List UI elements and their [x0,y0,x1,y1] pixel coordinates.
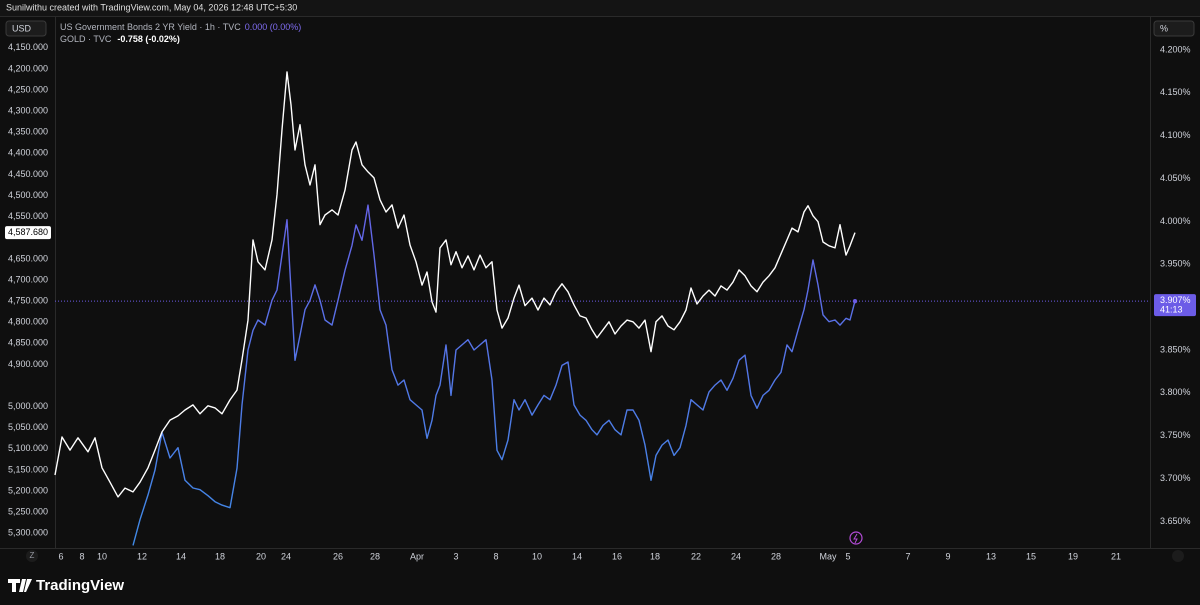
x-tick-label: 28 [370,551,380,561]
y-unit-label: USD [12,23,32,33]
x-tick-label: 3 [453,551,458,561]
x-tick-label: 28 [771,551,781,561]
y-tick-label: 5,000.000 [8,401,48,411]
y-tick-label: 4,450.000 [8,169,48,179]
header-text: Sunilwithu created with TradingView.com,… [6,2,297,12]
x-tick-label: 22 [691,551,701,561]
x-tick-label: 26 [333,551,343,561]
legend-row: GOLD · TVC -0.758 (-0.02%) [60,34,180,44]
logo: TradingView [8,577,124,594]
top-bar [0,0,1200,16]
price-label-box [1154,294,1196,317]
x-tick-label: Apr [410,551,424,561]
y-tick-label: 4,250.000 [8,84,48,94]
y-tick-label: 4,350.000 [8,127,48,137]
y-tick-label: 5,050.000 [8,422,48,432]
x-tick-label: 16 [612,551,622,561]
event-bolt [853,533,858,544]
y-tick-label: 4,900.000 [8,359,48,369]
y2-tick-label: 3.650% [1160,516,1191,526]
logo-mark [8,579,32,592]
x-tick-label: 21 [1111,551,1121,561]
x-tick-label: 13 [986,551,996,561]
y-tick-label: 4,150.000 [8,42,48,52]
x-tick-label: 15 [1026,551,1036,561]
y2-tick-label: 3.850% [1160,344,1191,354]
x-tick-label: 14 [176,551,186,561]
y-tick-label: 5,100.000 [8,443,48,453]
settings-button[interactable] [1172,550,1184,562]
x-tick-label: 14 [572,551,582,561]
y-tick-label: 4,800.000 [8,317,48,327]
series-line [54,71,856,498]
y2-tick-label: 3.750% [1160,430,1191,440]
unit-box[interactable] [1153,20,1195,37]
y-tick-label: 4,300.000 [8,106,48,116]
y-tick-label: 5,300.000 [8,528,48,538]
legend-row: US Government Bonds 2 YR Yield · 1h · TV… [60,22,301,32]
x-tick-label: 18 [215,551,225,561]
last-point [852,298,858,304]
legend-change: -0.758 (-0.02%) [117,34,180,44]
reset-button[interactable] [26,550,38,562]
unit-box[interactable] [5,20,47,37]
y2-unit-label: % [1160,23,1168,33]
y-tick-label: 4,750.000 [8,295,48,305]
y-tick-label: 4,650.000 [8,253,48,263]
x-tick-label: 20 [256,551,266,561]
price-label-box [5,226,51,240]
x-tick-label: 12 [137,551,147,561]
price-label: 4,587.680 [8,227,48,237]
y-tick-label: 4,700.000 [8,274,48,284]
x-tick-label: 7 [905,551,910,561]
reset-label: Z [30,551,35,560]
logo-text: TradingView [36,577,124,594]
y-tick-label: 5,250.000 [8,506,48,516]
y2-tick-label: 3.800% [1160,387,1191,397]
price-label: 3.907% [1160,295,1191,305]
x-tick-label: 24 [731,551,741,561]
x-tick-label: 9 [945,551,950,561]
x-tick-label: 24 [281,551,291,561]
x-tick-label: 8 [493,551,498,561]
x-tick-label: 5 [845,551,850,561]
countdown-label: 41:13 [1160,305,1183,315]
x-tick-label: 6 [58,551,63,561]
x-tick-label: 8 [79,551,84,561]
y2-tick-label: 3.700% [1160,473,1191,483]
y-tick-label: 4,550.000 [8,211,48,221]
y-tick-label: 4,200.000 [8,63,48,73]
series-line [132,204,856,546]
y-tick-label: 5,200.000 [8,485,48,495]
y-tick-label: 4,400.000 [8,148,48,158]
legend-name[interactable]: US Government Bonds 2 YR Yield · 1h · TV… [60,22,241,32]
x-tick-label: 10 [97,551,107,561]
event-icon[interactable] [849,531,863,545]
legend-change: 0.000 (0.00%) [245,22,302,32]
y2-tick-label: 4.050% [1160,173,1191,183]
x-tick-label: 10 [532,551,542,561]
y2-tick-label: 4.150% [1160,87,1191,97]
y-tick-label: 5,150.000 [8,464,48,474]
y-tick-label: 4,850.000 [8,338,48,348]
y-tick-label: 4,500.000 [8,190,48,200]
y2-tick-label: 3.950% [1160,259,1191,269]
y2-tick-label: 4.200% [1160,44,1191,54]
legend-name[interactable]: GOLD · TVC [60,34,112,44]
x-tick-label: 18 [650,551,660,561]
x-tick-label: May [819,551,837,561]
y2-tick-label: 4.000% [1160,216,1191,226]
x-tick-label: 19 [1068,551,1078,561]
y2-tick-label: 4.100% [1160,130,1191,140]
